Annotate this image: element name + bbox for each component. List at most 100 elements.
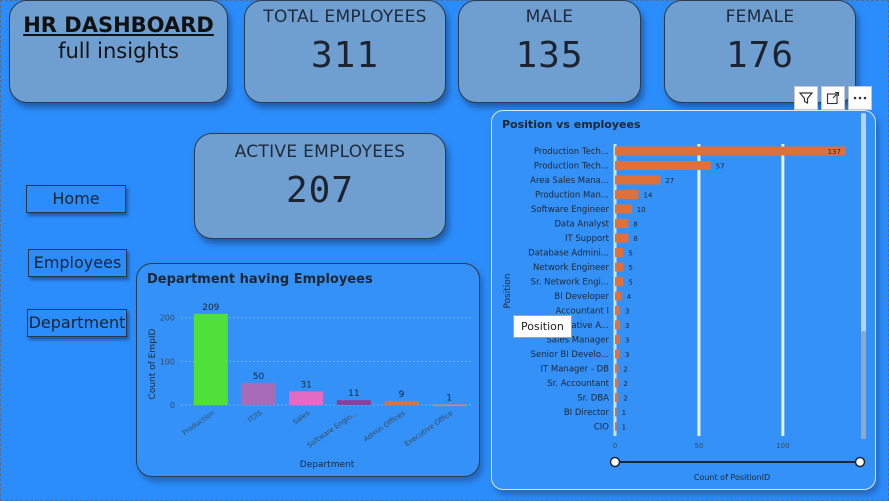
pos-data-label: 137 bbox=[828, 148, 841, 156]
kpi-female-value: 176 bbox=[725, 35, 795, 76]
pos-xtick-label: 0 bbox=[613, 442, 617, 450]
dashboard-subtitle: full insights bbox=[58, 39, 179, 63]
dept-ytick-label: 0 bbox=[170, 401, 175, 410]
pos-bar bbox=[615, 161, 711, 170]
nav-employees-button[interactable]: Employees bbox=[28, 249, 127, 277]
pos-category-label: Data Analyst bbox=[554, 220, 609, 230]
dept-x-axis-title: Department bbox=[300, 460, 355, 470]
axis-tooltip: Position bbox=[513, 315, 572, 338]
pos-range-slider-start-handle bbox=[609, 456, 621, 468]
filter-icon[interactable] bbox=[794, 86, 818, 110]
dept-data-label: 1 bbox=[446, 394, 452, 404]
dept-xtick-label: IT/IS bbox=[247, 409, 265, 425]
kpi-active-employees: ACTIVE EMPLOYEES 207 bbox=[194, 133, 446, 239]
pos-data-label: 10 bbox=[637, 206, 646, 214]
pos-bar bbox=[615, 204, 632, 214]
pos-bar bbox=[615, 219, 629, 228]
pos-data-label: 27 bbox=[665, 177, 674, 185]
pos-category-label: Sr. Network Engi... bbox=[531, 278, 609, 288]
pos-category-label: Sr. DBA bbox=[577, 394, 609, 404]
dashboard-title: HR DASHBOARD bbox=[23, 13, 214, 37]
pos-category-label: Production Man... bbox=[535, 191, 609, 201]
dept-bar bbox=[241, 383, 276, 405]
dept-bar bbox=[193, 313, 228, 405]
pos-bar bbox=[615, 175, 661, 185]
kpi-female: FEMALE 176 bbox=[664, 0, 856, 103]
kpi-female-label: FEMALE bbox=[725, 7, 795, 27]
pos-data-label: 8 bbox=[633, 235, 637, 243]
pos-category-label: Software Engineer bbox=[531, 205, 610, 215]
kpi-total-employees: TOTAL EMPLOYEES 311 bbox=[244, 0, 446, 103]
dept-y-axis-title: Count of EmpID bbox=[148, 328, 158, 399]
pos-category-label: Production Tech... bbox=[534, 162, 609, 172]
department-chart-title: Department having Employees bbox=[147, 272, 373, 287]
pos-bar bbox=[615, 190, 639, 199]
pos-bar bbox=[615, 349, 621, 359]
pos-data-label: 8 bbox=[633, 221, 637, 229]
pos-data-label: 5 bbox=[628, 250, 632, 258]
nav-department-button[interactable]: Department bbox=[27, 309, 127, 337]
pos-category-label: Area Sales Mana... bbox=[530, 176, 609, 186]
pos-category-label: Sales Manager bbox=[546, 336, 609, 346]
pos-category-label: Accountant I bbox=[556, 307, 609, 317]
pos-bar bbox=[615, 146, 845, 156]
more-options-icon[interactable] bbox=[848, 86, 872, 110]
pos-bar bbox=[615, 233, 629, 243]
pos-scrollbar-thumb bbox=[861, 331, 866, 439]
pos-bar bbox=[615, 306, 621, 315]
pos-data-label: 57 bbox=[716, 163, 725, 171]
kpi-male-label: MALE bbox=[525, 7, 574, 27]
dept-ytick-label: 100 bbox=[160, 357, 175, 366]
dept-bar bbox=[336, 400, 371, 405]
kpi-male-value: 135 bbox=[515, 35, 584, 76]
pos-bar bbox=[615, 407, 617, 417]
title-card: HR DASHBOARD full insights bbox=[9, 0, 228, 103]
pos-data-label: 14 bbox=[644, 192, 653, 200]
kpi-total-label: TOTAL EMPLOYEES bbox=[263, 7, 427, 27]
pos-bar bbox=[615, 422, 617, 431]
pos-y-axis-title: Position bbox=[503, 273, 513, 308]
pos-data-label: 5 bbox=[628, 279, 632, 287]
pos-xtick-label: 100 bbox=[776, 442, 789, 450]
dept-xtick-label: Production bbox=[181, 409, 216, 437]
pos-data-label: 1 bbox=[622, 424, 626, 432]
kpi-male: MALE 135 bbox=[458, 0, 641, 103]
pos-x-axis-title: Count of PositionID bbox=[694, 473, 770, 482]
pos-data-label: 3 bbox=[625, 308, 629, 316]
pos-bar bbox=[615, 320, 621, 330]
pos-bar bbox=[615, 335, 621, 344]
pos-category-label: CIO bbox=[594, 423, 609, 433]
focus-mode-icon[interactable] bbox=[821, 86, 845, 110]
pos-category-label: Database Admini... bbox=[528, 249, 609, 259]
dept-xtick-label: Software Engin... bbox=[306, 409, 359, 450]
dept-data-label: 11 bbox=[348, 389, 359, 399]
dept-bar bbox=[432, 404, 467, 407]
pos-category-label: IT Support bbox=[565, 234, 610, 244]
dept-bar bbox=[384, 401, 419, 405]
dept-xtick-label: Executive Office bbox=[403, 409, 454, 448]
pos-data-label: 2 bbox=[623, 380, 627, 388]
kpi-active-label: ACTIVE EMPLOYEES bbox=[234, 142, 406, 162]
pos-category-label: Sr. Accountant bbox=[547, 379, 609, 389]
dept-bar bbox=[289, 391, 324, 405]
kpi-total-value: 311 bbox=[310, 35, 380, 76]
pos-bar bbox=[615, 393, 619, 402]
pos-bar bbox=[615, 291, 622, 301]
dept-xtick-label: Sales bbox=[291, 409, 311, 426]
nav-home-button[interactable]: Home bbox=[26, 185, 126, 213]
pos-xtick-label: 50 bbox=[694, 442, 703, 450]
pos-bar bbox=[615, 364, 619, 373]
pos-data-label: 2 bbox=[623, 395, 627, 403]
pos-category-label: Network Engineer bbox=[533, 263, 610, 273]
pos-bar bbox=[615, 378, 619, 388]
pos-bar bbox=[615, 277, 624, 286]
pos-range-slider-end-handle bbox=[854, 456, 866, 468]
dept-xtick-label: Admin Offices bbox=[362, 409, 407, 444]
department-chart-panel: Department having Employees 0 100 200 Count… bbox=[136, 263, 480, 477]
pos-category-label: Senior BI Develo... bbox=[531, 350, 609, 360]
pos-bar bbox=[615, 262, 624, 272]
dept-data-label: 50 bbox=[253, 372, 265, 382]
dept-data-label: 9 bbox=[399, 390, 405, 400]
pos-data-label: 1 bbox=[622, 409, 626, 417]
pos-data-label: 3 bbox=[625, 322, 629, 330]
